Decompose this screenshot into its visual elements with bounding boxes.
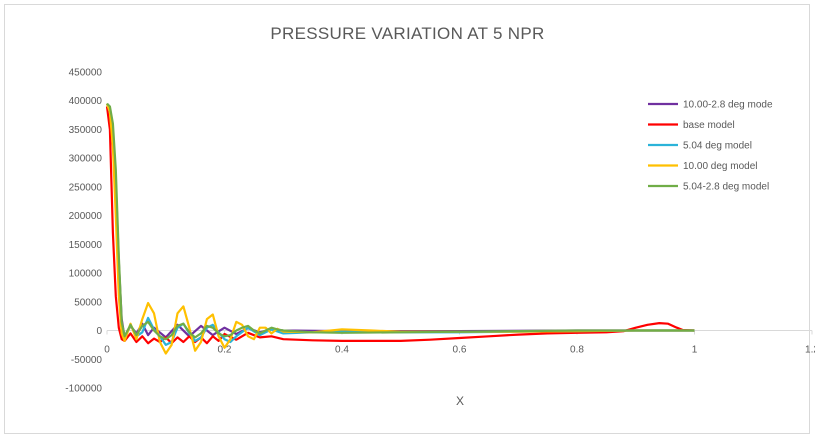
x-tick-label: 1 [692,345,698,356]
y-tick-label: 350000 [69,125,103,136]
chart-title: PRESSURE VARIATION AT 5 NPR [270,24,545,43]
legend-label: 10.00-2.8 deg mode [683,100,773,111]
y-tick-label: 450000 [69,68,103,79]
legend-label: base model [683,120,735,131]
chart-frame [4,4,810,434]
x-tick-label: 1.2 [805,345,815,356]
x-tick-label: 0.4 [335,345,349,356]
y-tick-label: -100000 [65,384,102,395]
legend-label: 5.04 deg model [683,141,752,152]
x-tick-label: 0.2 [218,345,232,356]
y-tick-label: 150000 [69,240,103,251]
x-tick-label: 0 [104,345,110,356]
series-line [105,103,695,346]
y-tick-label: 0 [96,326,102,337]
series-line [105,106,695,345]
legend-label: 5.04-2.8 deg model [683,182,769,193]
y-tick-label: 100000 [69,269,103,280]
y-tick-label: 200000 [69,211,103,222]
y-tick-label: 300000 [69,154,103,165]
series-line [106,102,695,341]
series-line [106,103,695,339]
y-tick-label: 250000 [69,182,103,193]
y-tick-label: 400000 [69,96,103,107]
x-tick-label: 0.8 [570,345,584,356]
legend: 10.00-2.8 deg mode base model 5.04 deg mod… [648,100,773,193]
series-lines [105,102,695,355]
x-axis-title: X [455,394,464,408]
legend-label: 10.00 deg model [683,161,758,172]
y-tick-label: -50000 [71,355,103,366]
y-axis-ticks: -100000 -50000 0 50000 100000 150000 200000 250… [65,68,102,395]
x-tick-label: 0.6 [453,345,467,356]
y-tick-label: 50000 [74,297,102,308]
series-line [105,103,695,355]
